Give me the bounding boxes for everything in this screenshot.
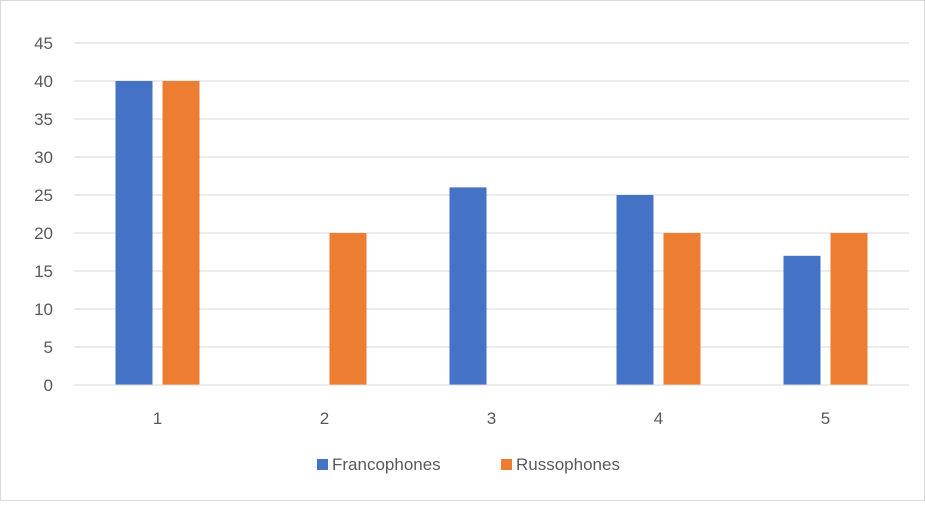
- y-tick-label: 0: [44, 376, 53, 395]
- x-tick-label: 4: [654, 409, 663, 428]
- legend-swatch-francophones: [317, 459, 328, 470]
- y-tick-label: 25: [34, 186, 53, 205]
- bar-francophones-4: [616, 195, 654, 385]
- y-axis: 0 5 10 15 20 25 30 35 40 45: [34, 34, 53, 395]
- x-tick-label: 5: [821, 409, 830, 428]
- bar-russophones-1: [162, 81, 200, 385]
- bar-russophones-4: [663, 233, 701, 385]
- bar-francophones-5: [783, 255, 821, 385]
- x-tick-label: 1: [153, 409, 162, 428]
- bar-russophones-5: [830, 233, 868, 385]
- legend-label-francophones: Francophones: [332, 455, 441, 474]
- y-tick-label: 30: [34, 148, 53, 167]
- gridlines: [74, 42, 909, 386]
- y-tick-label: 20: [34, 224, 53, 243]
- bars: [115, 81, 868, 385]
- legend-label-russophones: Russophones: [516, 455, 620, 474]
- x-axis: 1 2 3 4 5: [74, 384, 909, 428]
- bar-francophones-3: [449, 187, 487, 385]
- y-tick-label: 5: [44, 338, 53, 357]
- y-tick-label: 15: [34, 262, 53, 281]
- x-tick-label: 2: [320, 409, 329, 428]
- y-tick-label: 35: [34, 110, 53, 129]
- bar-francophones-1: [115, 81, 153, 385]
- y-tick-label: 10: [34, 300, 53, 319]
- y-tick-label: 40: [34, 72, 53, 91]
- y-tick-label: 45: [34, 34, 53, 53]
- legend: Francophones Russophones: [317, 455, 620, 474]
- bar-russophones-2: [329, 233, 367, 385]
- x-tick-label: 3: [487, 409, 496, 428]
- legend-swatch-russophones: [501, 459, 512, 470]
